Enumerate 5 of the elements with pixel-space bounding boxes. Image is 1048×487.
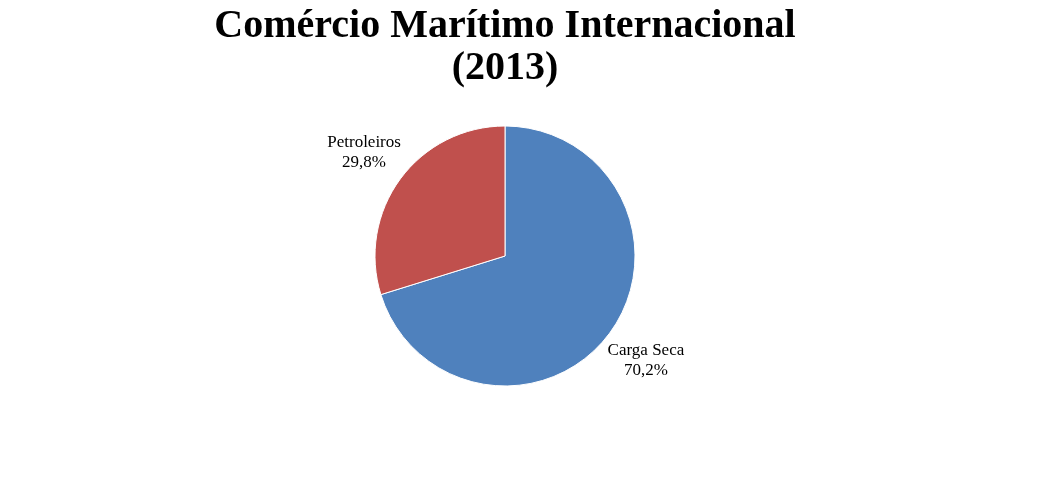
data-label: 70,2% (623, 359, 668, 379)
data-label: 29,8% (342, 152, 387, 172)
slice-label: Carga Seca (607, 339, 685, 359)
slice-label: Petroleiros (327, 132, 401, 152)
chart-title: Comércio Marítimo Internacional (2013) (214, 1, 796, 88)
